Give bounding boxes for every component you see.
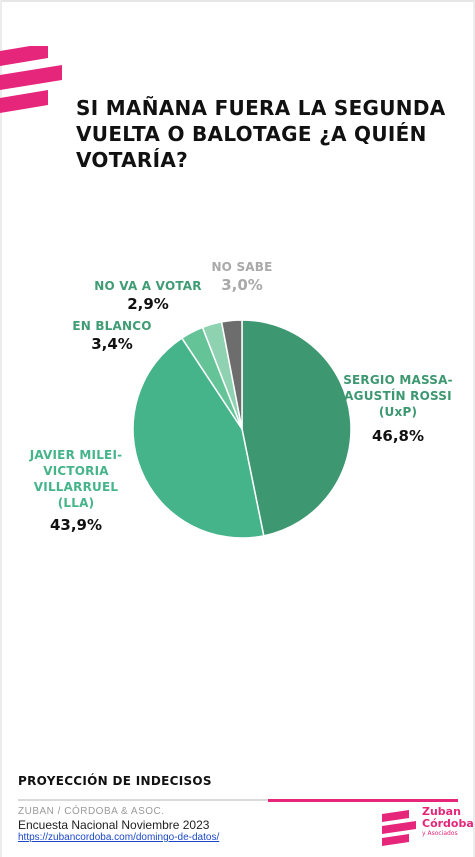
- label-no-va-a-votar: NO VA A VOTAR 2,9%: [86, 278, 210, 314]
- section-title: PROYECCIÓN DE INDECISOS: [18, 774, 212, 788]
- brand-wordmark: Zuban Córdoba y Asociados: [422, 806, 474, 838]
- firm-name: ZUBAN / CÓRDOBA & ASOC.: [18, 806, 165, 817]
- footer-divider-grey: [18, 799, 268, 801]
- brand-line-1: Zuban: [422, 805, 461, 818]
- zc-stripes-logo-icon: [0, 46, 62, 113]
- pie-slice-1: [132, 337, 265, 539]
- brand-line-2: Córdoba: [422, 817, 474, 830]
- label-no-va-a-votar-value: 2,9%: [127, 295, 169, 313]
- zc-stripes-logo-icon: [382, 810, 416, 846]
- label-massa: SERGIO MASSA- AGUSTÍN ROSSI (UxP) 46,8%: [338, 372, 458, 446]
- label-en-blanco-value: 3,4%: [91, 335, 133, 353]
- label-no-sabe-value: 3,0%: [221, 276, 263, 294]
- chart-title: SI MAÑANA FUERA LA SEGUNDA VUELTA O BALO…: [76, 96, 446, 172]
- pie-slice-0: [241, 319, 352, 537]
- brand-logo: Zuban Córdoba y Asociados: [382, 803, 474, 851]
- label-en-blanco: EN BLANCO 3,4%: [60, 318, 164, 354]
- label-milei-name-3: VILLARRUEL: [33, 480, 119, 494]
- frame-top-border: [0, 0, 475, 2]
- frame-right-border: [473, 0, 475, 857]
- label-milei-name-2: VICTORIA: [43, 464, 109, 478]
- brand-line-3: y Asociados: [422, 830, 458, 837]
- pie-slice-4: [220, 319, 243, 430]
- survey-name: Encuesta Nacional Noviembre 2023: [18, 818, 210, 832]
- label-no-va-a-votar-name: NO VA A VOTAR: [94, 279, 202, 293]
- label-massa-name-1: SERGIO MASSA-: [343, 373, 453, 387]
- label-massa-value: 46,8%: [371, 427, 425, 445]
- label-milei: JAVIER MILEI- VICTORIA VILLARRUEL (LLA) …: [14, 447, 138, 535]
- label-milei-name-4: (LLA): [57, 496, 95, 510]
- label-massa-name-2: AGUSTÍN ROSSI: [344, 389, 452, 403]
- label-no-sabe-name: NO SABE: [211, 260, 273, 274]
- label-milei-name-1: JAVIER MILEI-: [29, 448, 123, 462]
- label-no-sabe: NO SABE 3,0%: [202, 259, 282, 295]
- footer-divider-pink: [268, 799, 458, 802]
- source-link[interactable]: https://zubancordoba.com/domingo-de-dato…: [18, 832, 220, 843]
- label-milei-value: 43,9%: [49, 516, 103, 534]
- label-massa-name-3: (UxP): [378, 405, 418, 419]
- label-en-blanco-name: EN BLANCO: [72, 319, 152, 333]
- frame-left-border: [0, 0, 2, 857]
- pie-chart: [132, 319, 352, 539]
